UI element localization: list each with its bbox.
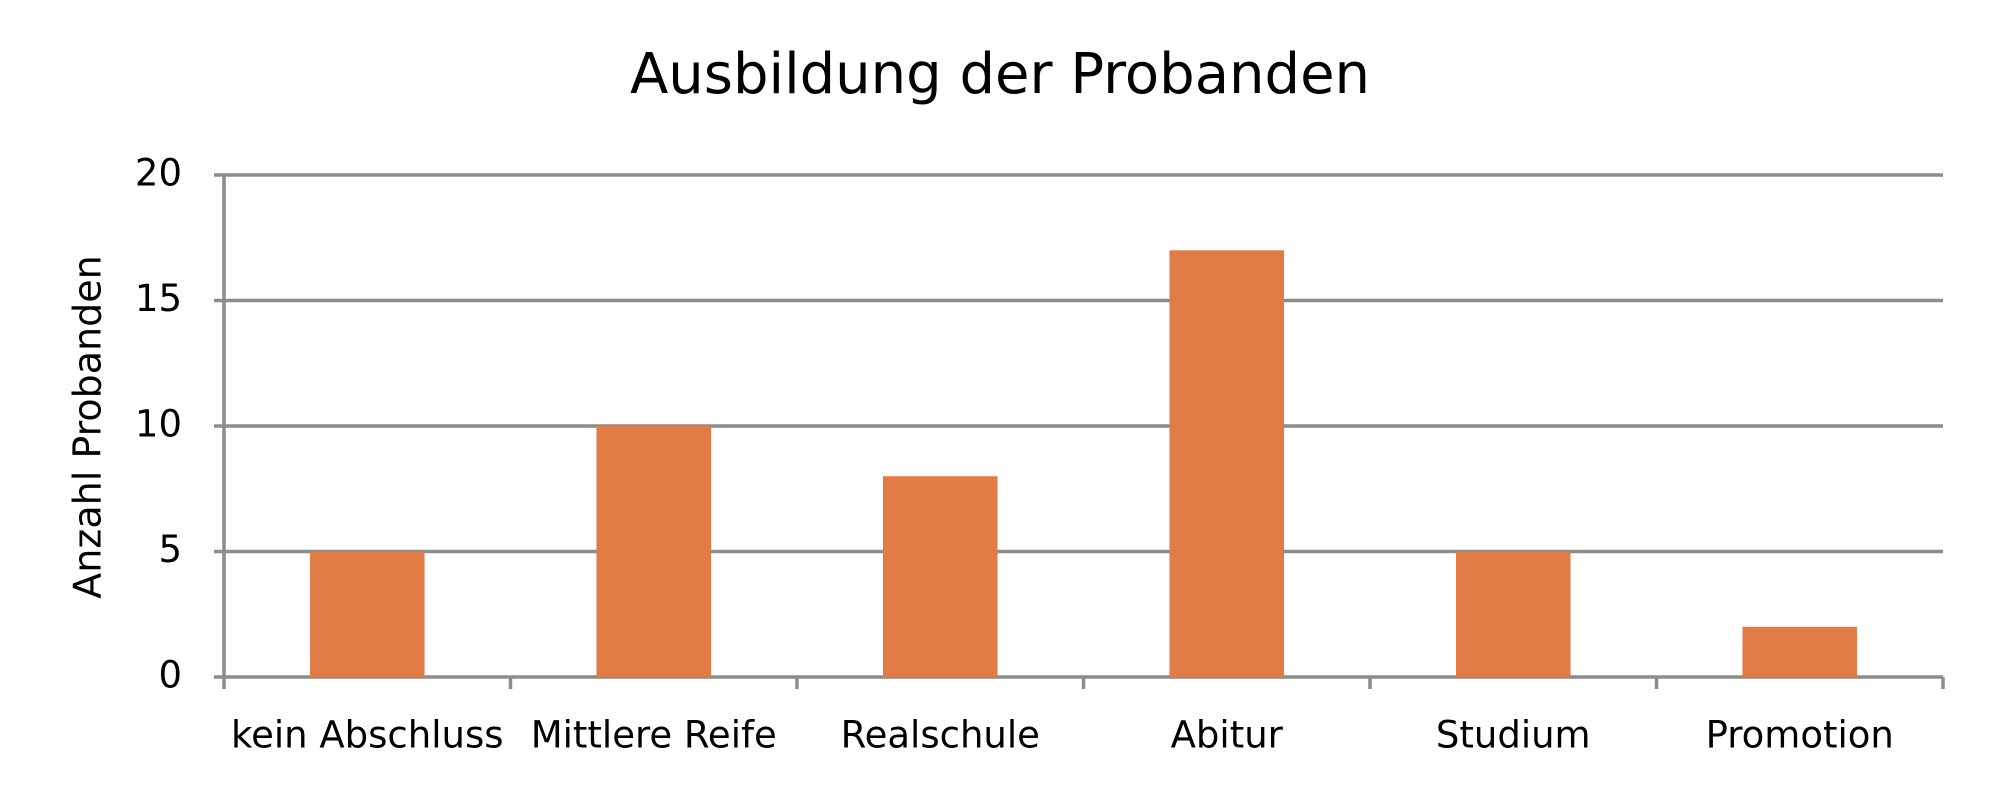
y-axis-title: Anzahl Probanden [66,255,110,598]
bar [309,551,425,677]
bar [1742,626,1858,677]
y-tick-label: 15 [135,277,182,320]
x-tick-label: Mittlere Reife [531,714,777,757]
y-tick-label: 10 [135,403,182,446]
bar [1169,250,1285,678]
bar [882,476,998,677]
bar [596,426,712,677]
x-tick-label: Promotion [1706,714,1894,757]
x-tick-label: kein Abschluss [231,714,504,757]
x-tick-label: Studium [1436,714,1591,757]
y-tick-label: 0 [158,654,182,697]
bar [1455,551,1571,677]
x-tick-label: Abitur [1171,714,1284,757]
x-tick-label: Realschule [841,714,1040,757]
y-tick-label: 20 [135,152,182,195]
chart-title: Ausbildung der Probanden [630,42,1370,107]
y-tick-label: 5 [158,528,182,571]
